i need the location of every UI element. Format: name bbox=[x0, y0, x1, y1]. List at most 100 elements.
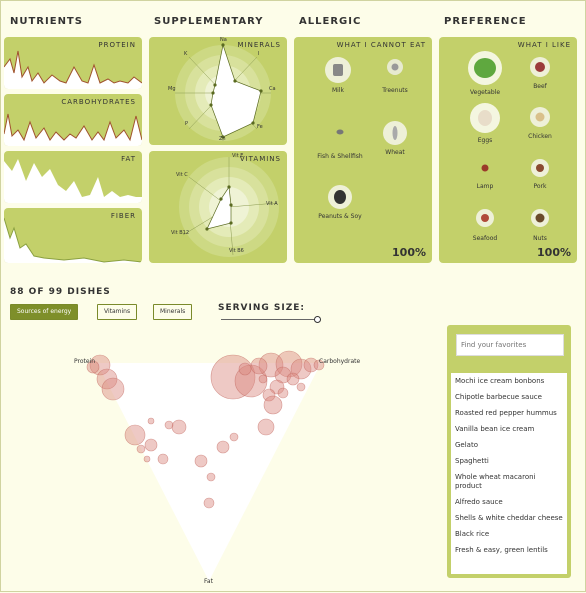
egg-icon bbox=[470, 103, 500, 133]
allergy-label-wheat: Wheat bbox=[385, 149, 405, 156]
fiber-label: FIBER bbox=[110, 212, 136, 220]
dish-bubble bbox=[143, 455, 151, 463]
peanut-icon bbox=[328, 185, 352, 209]
fiber-panel[interactable]: FIBER bbox=[4, 208, 142, 263]
list-item[interactable]: Whole wheat macaroni product bbox=[455, 473, 536, 490]
preference-item-seafood[interactable]: Seafood bbox=[455, 209, 515, 242]
preference-percent: 100% bbox=[537, 246, 571, 259]
preference-item-pork[interactable]: Pork bbox=[510, 159, 570, 190]
dish-bubble bbox=[269, 379, 285, 395]
dish-bubble bbox=[286, 372, 300, 386]
dish-bubble bbox=[258, 374, 268, 384]
radar-axis-vit-e: Vit E bbox=[232, 153, 244, 159]
dish-count-number: 88 bbox=[10, 287, 25, 297]
dish-bubble bbox=[206, 472, 216, 482]
favorites-search-input[interactable] bbox=[456, 334, 564, 356]
list-item[interactable]: Black rice bbox=[455, 530, 490, 538]
minerals-panel[interactable]: MINERALS Na I Ca Fe Zn P Mg K bbox=[149, 37, 287, 145]
allergic-panel: WHAT I CANNOT EAT Milk Treenuts Fish & S… bbox=[294, 37, 432, 263]
dish-bubble bbox=[164, 420, 174, 430]
beef-icon bbox=[530, 57, 550, 77]
vegetable-icon bbox=[468, 51, 502, 85]
protein-panel[interactable]: PROTEIN bbox=[4, 37, 142, 89]
preference-item-eggs[interactable]: Eggs bbox=[455, 103, 515, 144]
preference-label-lamp: Lamp bbox=[476, 183, 494, 190]
list-item[interactable]: Spaghetti bbox=[455, 457, 489, 465]
allergy-label-milk: Milk bbox=[332, 87, 344, 94]
radar-axis-na: Na bbox=[220, 37, 227, 43]
minerals-button[interactable]: Minerals bbox=[153, 304, 193, 320]
preference-label-chicken: Chicken bbox=[528, 133, 552, 140]
preference-header: WHAT I LIKE bbox=[517, 41, 571, 49]
preference-label-vegetable: Vegetable bbox=[469, 89, 501, 96]
preference-label-pork: Pork bbox=[533, 183, 547, 190]
preference-item-lamp[interactable]: Lamp bbox=[455, 161, 515, 190]
dish-bubble bbox=[147, 417, 155, 425]
list-item[interactable]: Chipotle barbecue sauce bbox=[455, 393, 542, 401]
allergy-item-wheat[interactable]: Wheat bbox=[365, 121, 425, 156]
favorites-panel: Mochi ice cream bonbons Chipotle barbecu… bbox=[447, 325, 571, 578]
serving-size-slider-track[interactable] bbox=[221, 319, 318, 320]
radar-axis-vit-c: Vit C bbox=[176, 172, 188, 178]
dish-bubble bbox=[171, 419, 187, 435]
list-item[interactable]: Vanilla bean ice cream bbox=[455, 425, 535, 433]
sources-of-energy-button[interactable]: Sources of energy bbox=[10, 304, 79, 320]
vitamins-panel[interactable]: VITAMINS Vit E Vit A Vit B6 Vit B12 Vit … bbox=[149, 151, 287, 263]
dish-bubble bbox=[124, 424, 146, 446]
nutrient-triangle-plot bbox=[86, 350, 325, 581]
preference-item-vegetable[interactable]: Vegetable bbox=[455, 51, 515, 96]
radar-axis-k: K bbox=[184, 51, 188, 57]
preference-item-nuts[interactable]: Nuts bbox=[510, 209, 570, 242]
radar-axis-mg: Mg bbox=[168, 86, 176, 92]
radar-axis-vit-b6: Vit B6 bbox=[229, 248, 244, 254]
preference-title: PREFERENCE bbox=[444, 16, 527, 27]
preference-label-eggs: Eggs bbox=[477, 137, 493, 144]
allergy-item-milk[interactable]: Milk bbox=[308, 57, 368, 94]
triangle-area bbox=[97, 363, 321, 581]
radar-axis-p: P bbox=[185, 121, 189, 127]
list-item[interactable]: Shells & white cheddar cheese bbox=[455, 514, 563, 522]
vitamins-button[interactable]: Vitamins bbox=[97, 304, 138, 320]
dish-bubble bbox=[238, 362, 252, 376]
pork-icon bbox=[531, 159, 549, 177]
allergy-item-fish[interactable]: Fish & Shellfish bbox=[310, 125, 370, 160]
list-item[interactable]: Mochi ice cream bonbons bbox=[455, 377, 545, 385]
dish-bubble bbox=[303, 357, 319, 373]
dish-bubble bbox=[296, 382, 306, 392]
radar-axis-fe: Fe bbox=[257, 124, 263, 130]
chicken-icon bbox=[530, 107, 550, 127]
favorites-header bbox=[451, 329, 567, 373]
serving-size-slider-handle[interactable] bbox=[314, 316, 321, 323]
dish-bubble bbox=[216, 440, 230, 454]
dish-bubble bbox=[275, 350, 303, 378]
allergy-item-treenuts[interactable]: Treenuts bbox=[365, 59, 425, 94]
favorites-list: Mochi ice cream bonbons Chipotle barbecu… bbox=[451, 373, 567, 562]
dish-bubble bbox=[262, 388, 276, 402]
dish-bubble bbox=[250, 357, 268, 375]
allergy-label-fish: Fish & Shellfish bbox=[317, 153, 363, 160]
allergic-title: ALLERGIC bbox=[299, 16, 362, 27]
list-item[interactable]: Roasted red pepper hummus bbox=[455, 409, 557, 417]
nutrients-title: NUTRIENTS bbox=[10, 16, 83, 27]
list-item[interactable]: Fresh & easy, green lentils bbox=[455, 546, 548, 554]
preference-item-chicken[interactable]: Chicken bbox=[510, 107, 570, 140]
preference-label-beef: Beef bbox=[533, 83, 547, 90]
triangle-label-fat: Fat bbox=[204, 578, 213, 585]
milk-icon bbox=[325, 57, 351, 83]
allergic-percent: 100% bbox=[392, 246, 426, 259]
allergy-label-treenuts: Treenuts bbox=[382, 87, 408, 94]
seafood-icon bbox=[476, 209, 494, 227]
list-item[interactable]: Alfredo sauce bbox=[455, 498, 503, 506]
fiber-histogram bbox=[4, 217, 142, 263]
treenuts-icon bbox=[387, 59, 403, 75]
preference-item-beef[interactable]: Beef bbox=[510, 57, 570, 90]
carbohydrates-panel[interactable]: CARBOHYDRATES bbox=[4, 94, 142, 146]
dish-bubble bbox=[203, 497, 215, 509]
allergic-header: WHAT I CANNOT EAT bbox=[336, 41, 426, 49]
vitamins-radar bbox=[179, 157, 279, 257]
dish-bubble bbox=[210, 354, 256, 400]
dish-bubble bbox=[144, 438, 158, 452]
list-item[interactable]: Gelato bbox=[455, 441, 478, 449]
allergy-item-peanuts-soy[interactable]: Peanuts & Soy bbox=[310, 185, 370, 220]
fat-panel[interactable]: FAT bbox=[4, 151, 142, 203]
